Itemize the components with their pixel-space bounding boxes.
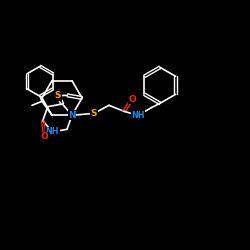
Text: O: O bbox=[41, 132, 49, 141]
Text: NH: NH bbox=[46, 128, 59, 136]
Text: NH: NH bbox=[131, 111, 145, 120]
Text: S: S bbox=[55, 91, 61, 100]
Text: S: S bbox=[91, 109, 97, 118]
Text: N: N bbox=[68, 111, 76, 120]
Text: O: O bbox=[128, 95, 136, 104]
